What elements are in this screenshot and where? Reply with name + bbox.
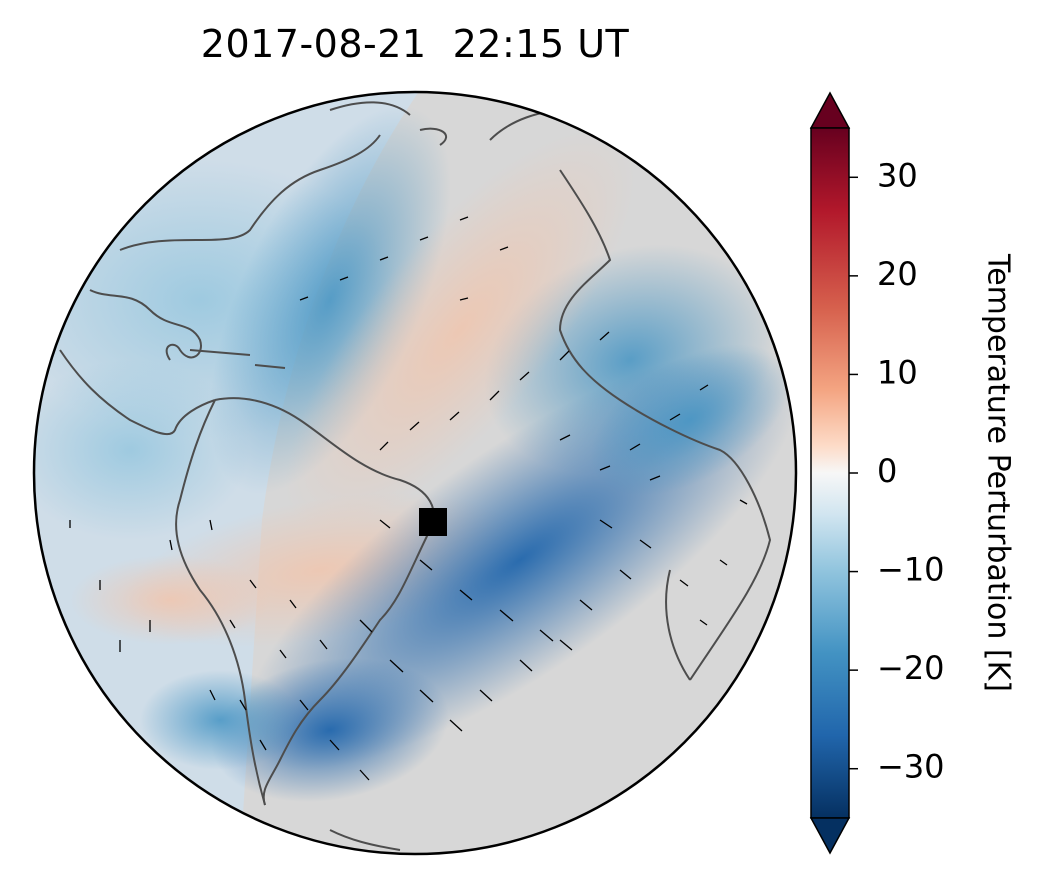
colorbar-tick-label: 30 <box>877 156 918 194</box>
colorbar-bottom-arrow <box>809 817 851 855</box>
title-time: 22:15 UT <box>452 22 630 66</box>
colorbar-tick-label: −20 <box>877 649 945 687</box>
colorbar-label: Temperature Perturbation [K] <box>981 253 1016 692</box>
colorbar-top-arrow <box>809 91 851 129</box>
globe-outline <box>32 90 798 856</box>
colorbar-tick-label: −30 <box>877 748 945 786</box>
colorbar-tick-label: −10 <box>877 551 945 589</box>
colorbar-gradient <box>810 127 850 819</box>
title-date: 2017-08-21 <box>200 22 427 66</box>
colorbar-tick-label: 20 <box>877 255 918 293</box>
location-marker <box>419 508 447 536</box>
colorbar-tick-label: 10 <box>877 353 918 391</box>
colorbar-tick-label: 0 <box>877 452 897 490</box>
coastlines <box>59 101 772 851</box>
wind-dashes <box>69 216 748 781</box>
globe-fill <box>34 92 796 854</box>
colorbar-ticks: 30 20 10 0 −10 −20 −30 <box>849 156 945 786</box>
map-title: 2017-08-21 22:15 UT <box>0 22 830 66</box>
